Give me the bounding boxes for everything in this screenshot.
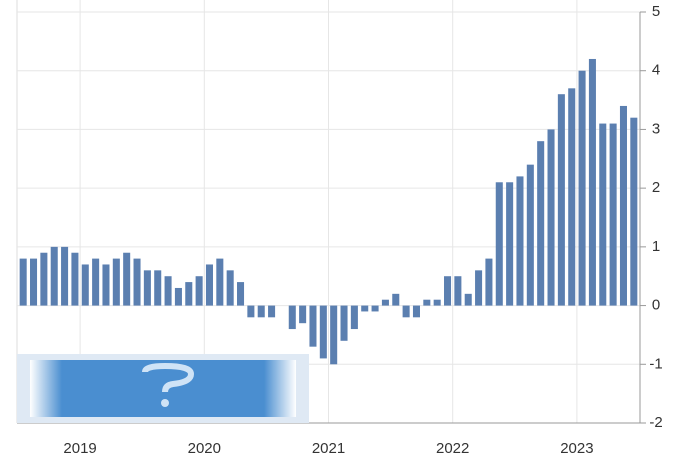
- bar: [216, 258, 224, 306]
- bar: [195, 276, 203, 306]
- bar: [371, 305, 379, 312]
- y-tick-label: 3: [652, 120, 660, 137]
- bar: [412, 305, 420, 318]
- bar: [143, 270, 151, 306]
- bar: [464, 293, 472, 306]
- bar: [495, 182, 503, 306]
- bar: [433, 299, 441, 306]
- icon-dot: [161, 399, 169, 407]
- bar: [154, 270, 162, 306]
- y-tick-label: 4: [652, 62, 660, 79]
- bar: [609, 123, 617, 306]
- bar: [40, 252, 48, 306]
- y-tick-label: 5: [652, 3, 660, 20]
- bar: [30, 258, 38, 306]
- bar: [205, 264, 213, 306]
- bar: [174, 287, 182, 306]
- bar: [81, 264, 89, 306]
- bar: [516, 176, 524, 306]
- bar: [330, 305, 338, 365]
- bar: [319, 305, 327, 359]
- bar: [392, 293, 400, 306]
- bar: [568, 88, 576, 306]
- x-tick-label: 2022: [436, 440, 469, 457]
- x-tick-label: 2020: [188, 440, 221, 457]
- y-tick-label: -2: [649, 414, 662, 431]
- bar: [268, 305, 276, 318]
- icon-glyph: [142, 362, 195, 393]
- bar: [578, 70, 586, 306]
- bar: [226, 270, 234, 306]
- bar: [630, 117, 638, 306]
- bar: [50, 246, 58, 306]
- bar: [164, 276, 172, 306]
- y-tick-label: 1: [652, 238, 660, 255]
- y-tick-label: -1: [649, 355, 662, 372]
- x-tick-label: 2019: [63, 440, 96, 457]
- y-tick-label: 2: [652, 179, 660, 196]
- bar: [237, 282, 245, 306]
- bar: [475, 270, 483, 306]
- bar: [444, 276, 452, 306]
- bar: [71, 252, 79, 306]
- bar: [288, 305, 296, 330]
- bar: [247, 305, 255, 318]
- bar: [537, 141, 545, 306]
- bar: [299, 305, 307, 324]
- x-tick-label: 2023: [560, 440, 593, 457]
- bar: [185, 282, 193, 306]
- bar: [133, 258, 141, 306]
- broken-image-icon: [17, 354, 309, 423]
- bar: [309, 305, 317, 347]
- bar: [454, 276, 462, 306]
- bar: [485, 258, 493, 306]
- bar: [361, 305, 369, 312]
- x-tick-label: 2021: [312, 440, 345, 457]
- bar: [340, 305, 348, 341]
- y-tick-label: 0: [652, 297, 660, 314]
- bar: [381, 299, 389, 306]
- bar: [599, 123, 607, 306]
- bar: [557, 94, 565, 306]
- bar: [19, 258, 27, 306]
- bar: [547, 129, 555, 306]
- bar: [257, 305, 265, 318]
- bar: [402, 305, 410, 318]
- bar: [61, 246, 69, 306]
- bar: [423, 299, 431, 306]
- bar: [123, 252, 131, 306]
- bar: [526, 164, 534, 306]
- bar: [92, 258, 100, 306]
- bar: [619, 105, 627, 306]
- bar: [350, 305, 358, 330]
- bar: [506, 182, 514, 306]
- bar: [112, 258, 120, 306]
- bar: [102, 264, 110, 306]
- bar: [588, 58, 596, 306]
